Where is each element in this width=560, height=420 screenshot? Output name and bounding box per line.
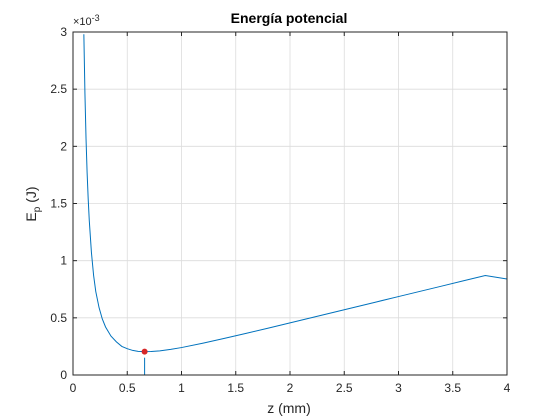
x-tick-label: 4 — [504, 381, 511, 395]
y-tick-label: 2 — [60, 139, 67, 153]
y-tick-label: 2.5 — [50, 82, 67, 96]
y-tick-label: 0.5 — [50, 311, 67, 325]
x-tick-label: 2.5 — [336, 381, 353, 395]
y-axis-label-main: E — [23, 212, 39, 221]
chart-title: Energía potencial — [231, 10, 348, 26]
y-exponent-prefix: ×10 — [73, 16, 92, 28]
x-tick-label: 1.5 — [227, 381, 244, 395]
y-tick-label: 0 — [60, 368, 67, 382]
x-tick-label: 0 — [70, 381, 77, 395]
y-exponent-label: ×10-3 — [73, 13, 100, 28]
x-axis-label: z (mm) — [267, 400, 311, 416]
grid-layer — [72, 31, 508, 376]
x-tick-label: 0.5 — [119, 381, 136, 395]
series-layer — [83, 34, 508, 375]
y-tick-label: 1.5 — [50, 197, 67, 211]
x-tick-label: 2 — [287, 381, 294, 395]
y-axis-label: Ep (J) — [23, 186, 43, 221]
x-tick-label: 1 — [178, 381, 185, 395]
y-axis-label-sub: p — [32, 206, 43, 212]
y-tick-label: 1 — [60, 254, 67, 268]
x-tick-layer: 0 0.5 1 1.5 2 2.5 3 3.5 4 — [70, 32, 511, 395]
y-tick-label: 3 — [60, 25, 67, 39]
minimum-marker — [141, 348, 148, 355]
y-axis-label-unit: (J) — [23, 186, 39, 206]
x-tick-label: 3.5 — [444, 381, 461, 395]
y-tick-layer: 0 0.5 1 1.5 2 2.5 3 — [50, 25, 507, 382]
y-exponent-value: -3 — [92, 13, 100, 23]
x-tick-label: 3 — [395, 381, 402, 395]
energy-curve — [83, 34, 508, 353]
